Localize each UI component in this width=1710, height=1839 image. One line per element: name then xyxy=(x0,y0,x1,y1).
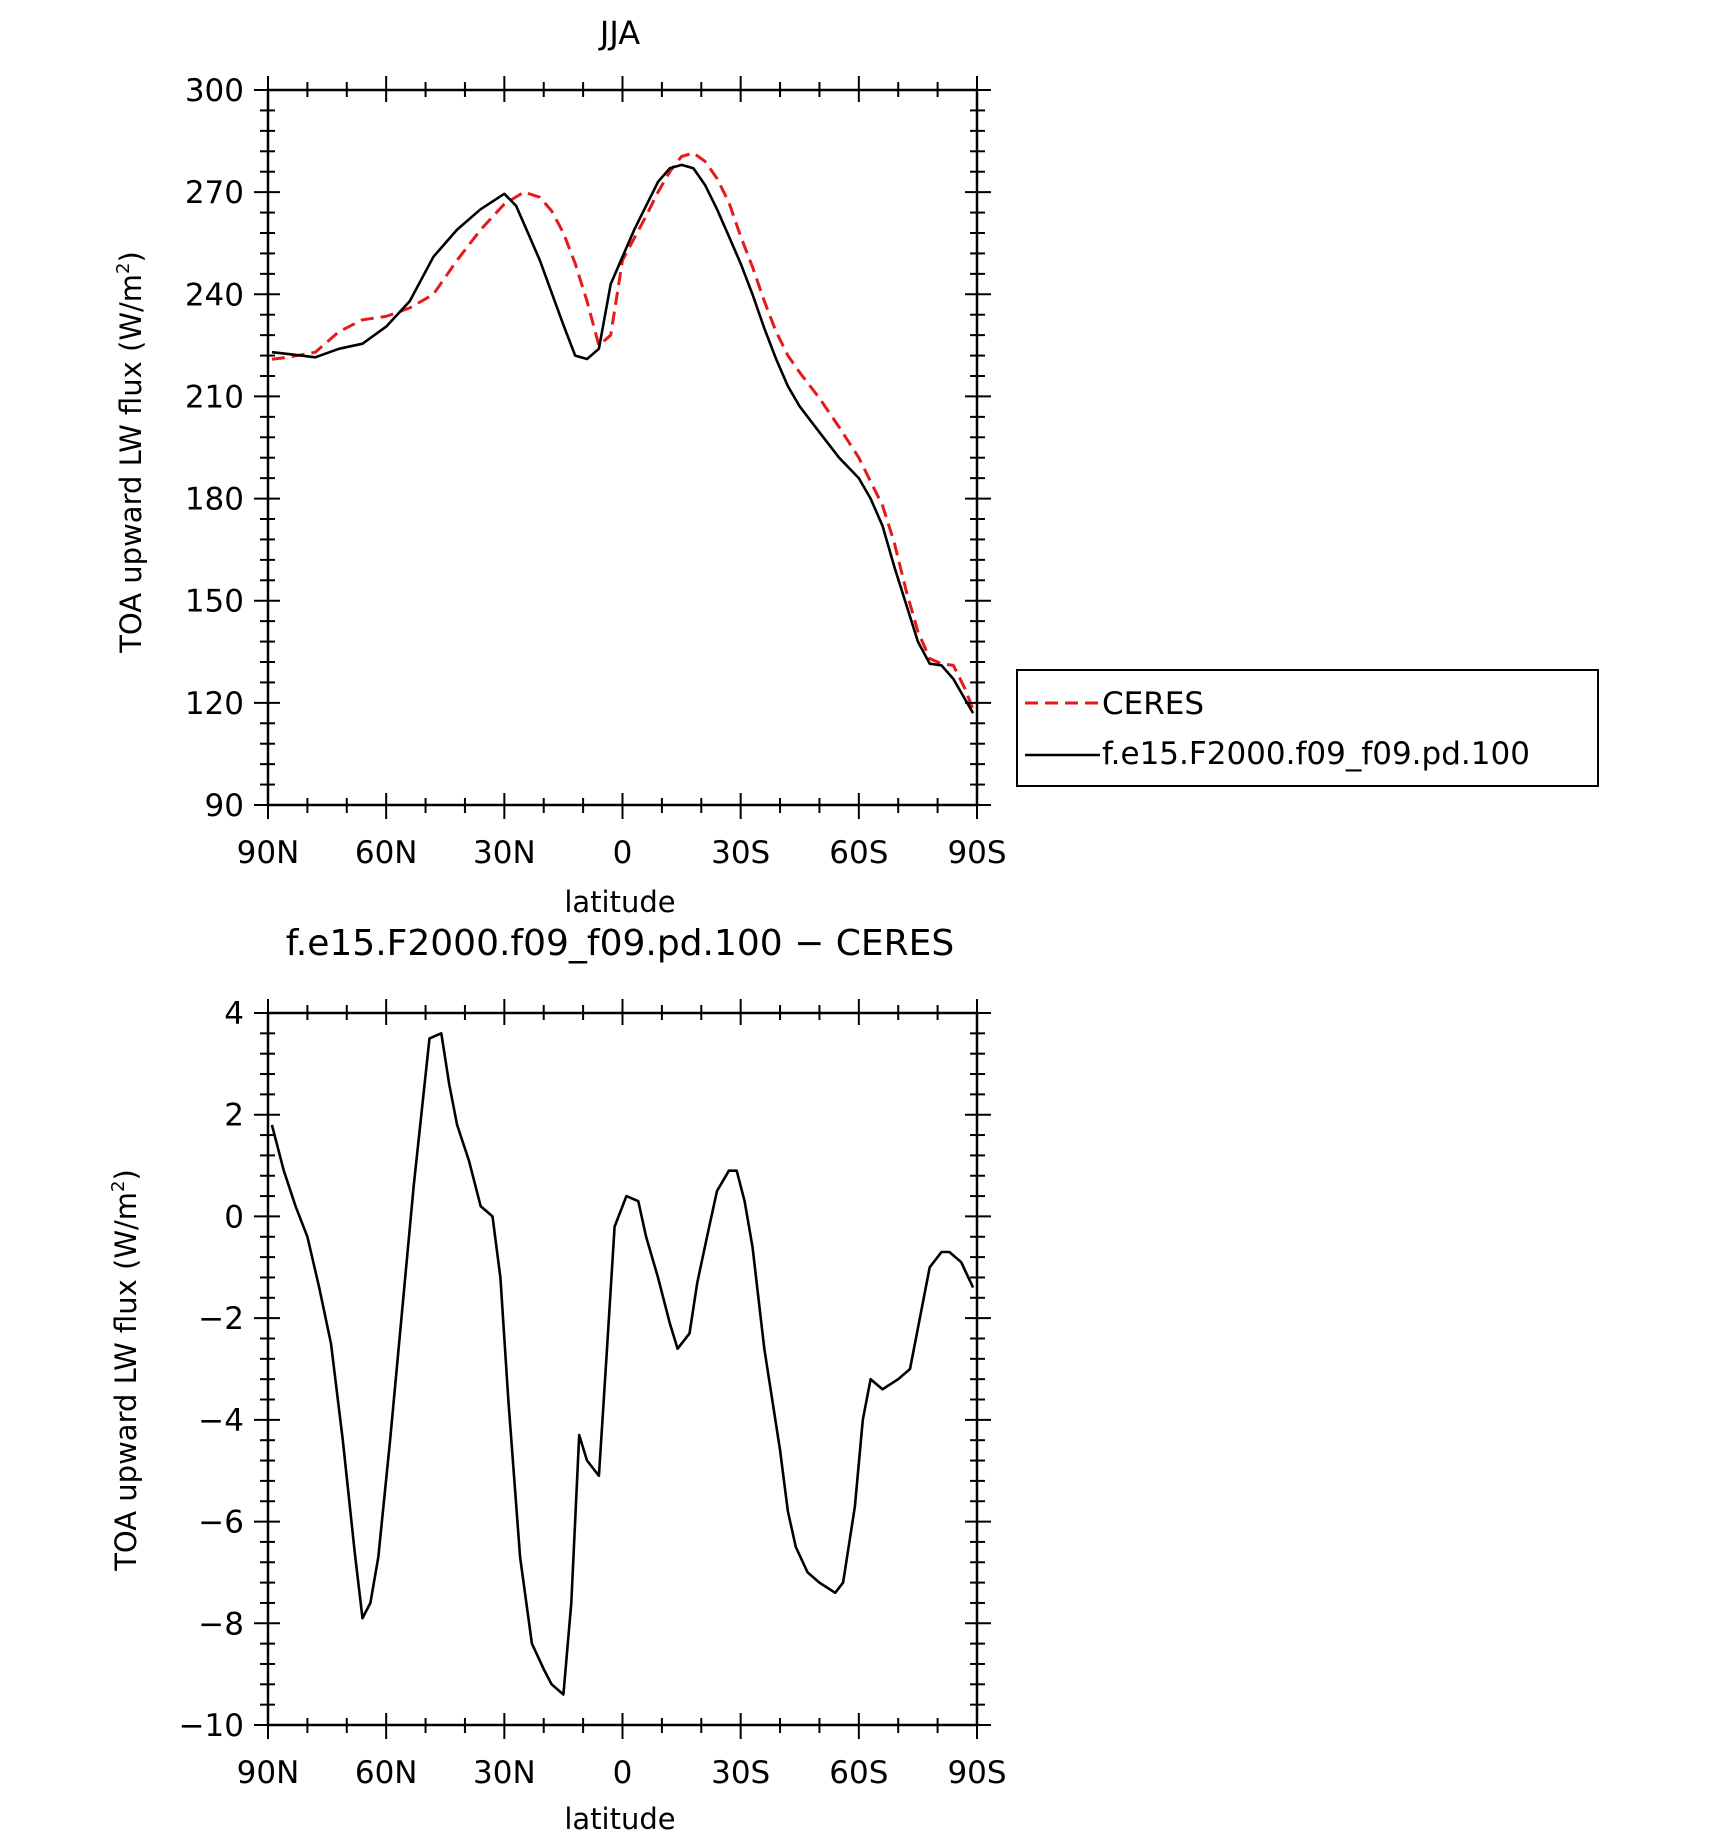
lower-y-tick-label: 2 xyxy=(224,1098,244,1134)
upper-x-tick-label: 90N xyxy=(237,835,300,871)
lower-plot-frame xyxy=(266,1011,979,1727)
lower-y-tick-label: 0 xyxy=(224,1199,244,1235)
upper-plot-area: 90 120 150 180 210 240 270 300 90N 60N 30N 0 30S 60S 9… xyxy=(185,73,1007,871)
upper-y-tick-label: 150 xyxy=(185,584,244,620)
upper-y-axis-label-close: ) xyxy=(114,251,148,262)
upper-y-tick-label: 180 xyxy=(185,482,244,518)
lower-plot-area: −10 −8 −6 −4 −2 0 2 4 90N 60N 30N 0 30S 60S 90S xyxy=(179,996,1007,1791)
lower-x-axis-label: latitude xyxy=(564,1802,675,1836)
lower-y-tick-label: −8 xyxy=(198,1606,244,1642)
upper-x-tick-label: 30N xyxy=(473,835,536,871)
upper-series-line-1 xyxy=(271,163,975,714)
lower-y-tick-label: −6 xyxy=(198,1505,244,1541)
lower-title: f.e15.F2000.f09_f09.pd.100 − CERES xyxy=(286,923,954,964)
lower-x-tick-label: 60N xyxy=(355,1755,418,1791)
legend-model-label: f.e15.F2000.f09_f09.pd.100 xyxy=(1102,736,1530,772)
upper-x-axis-label: latitude xyxy=(564,885,675,919)
upper-x-tick-label: 30S xyxy=(711,835,770,871)
upper-y-tick-label: 270 xyxy=(185,175,244,211)
lower-x-tick-label: 90N xyxy=(237,1755,300,1791)
upper-series-group xyxy=(271,151,975,714)
upper-y-axis-label: TOA upward LW flux (W/m2) xyxy=(113,251,148,654)
legend-ceres-label: CERES xyxy=(1102,686,1204,722)
lower-y-axis-label-sup: 2 xyxy=(108,1181,129,1192)
lower-x-tick-label: 90S xyxy=(947,1755,1006,1791)
upper-y-axis-label-sup: 2 xyxy=(113,263,134,274)
upper-panel: JJA 90 120 150 180 210 240 270 300 90N 60N 30N 0 30S… xyxy=(113,14,1599,919)
lower-x-tick-label: 30S xyxy=(711,1755,770,1791)
lower-series-group xyxy=(270,1032,975,1696)
legend-box xyxy=(1016,669,1599,787)
upper-y-axis-label-main: TOA upward LW flux (W/m xyxy=(114,274,148,654)
lower-panel: f.e15.F2000.f09_f09.pd.100 − CERES −10 −8… xyxy=(108,923,1007,1836)
legend: CERES f.e15.F2000.f09_f09.pd.100 xyxy=(1016,669,1599,787)
lower-y-tick-label: −2 xyxy=(198,1301,244,1337)
upper-x-tick-label: 0 xyxy=(613,835,633,871)
upper-series-line-0 xyxy=(271,151,975,711)
upper-y-tick-label: 210 xyxy=(185,379,244,415)
lower-x-tick-label: 60S xyxy=(829,1755,888,1791)
upper-y-tick-label: 90 xyxy=(205,788,244,824)
upper-y-tick-label: 300 xyxy=(185,73,244,109)
upper-x-tick-label: 90S xyxy=(947,835,1006,871)
upper-plot-frame xyxy=(266,88,979,807)
lower-y-axis-label-main: TOA upward LW flux (W/m xyxy=(109,1192,143,1572)
lower-y-tick-label: −10 xyxy=(179,1708,244,1744)
lower-y-tick-label: −4 xyxy=(198,1403,244,1439)
lower-series-line-0 xyxy=(270,1032,975,1696)
lower-y-tick-label: 4 xyxy=(224,996,244,1032)
lower-y-axis-label-close: ) xyxy=(109,1169,143,1180)
upper-x-tick-label: 60N xyxy=(355,835,418,871)
upper-y-tick-label: 120 xyxy=(185,686,244,722)
upper-title: JJA xyxy=(598,14,640,52)
lower-x-tick-label: 0 xyxy=(613,1755,633,1791)
lower-x-tick-label: 30N xyxy=(473,1755,536,1791)
upper-y-tick-label: 240 xyxy=(185,277,244,313)
upper-x-tick-label: 60S xyxy=(829,835,888,871)
lower-y-axis-label: TOA upward LW flux (W/m2) xyxy=(108,1169,143,1572)
